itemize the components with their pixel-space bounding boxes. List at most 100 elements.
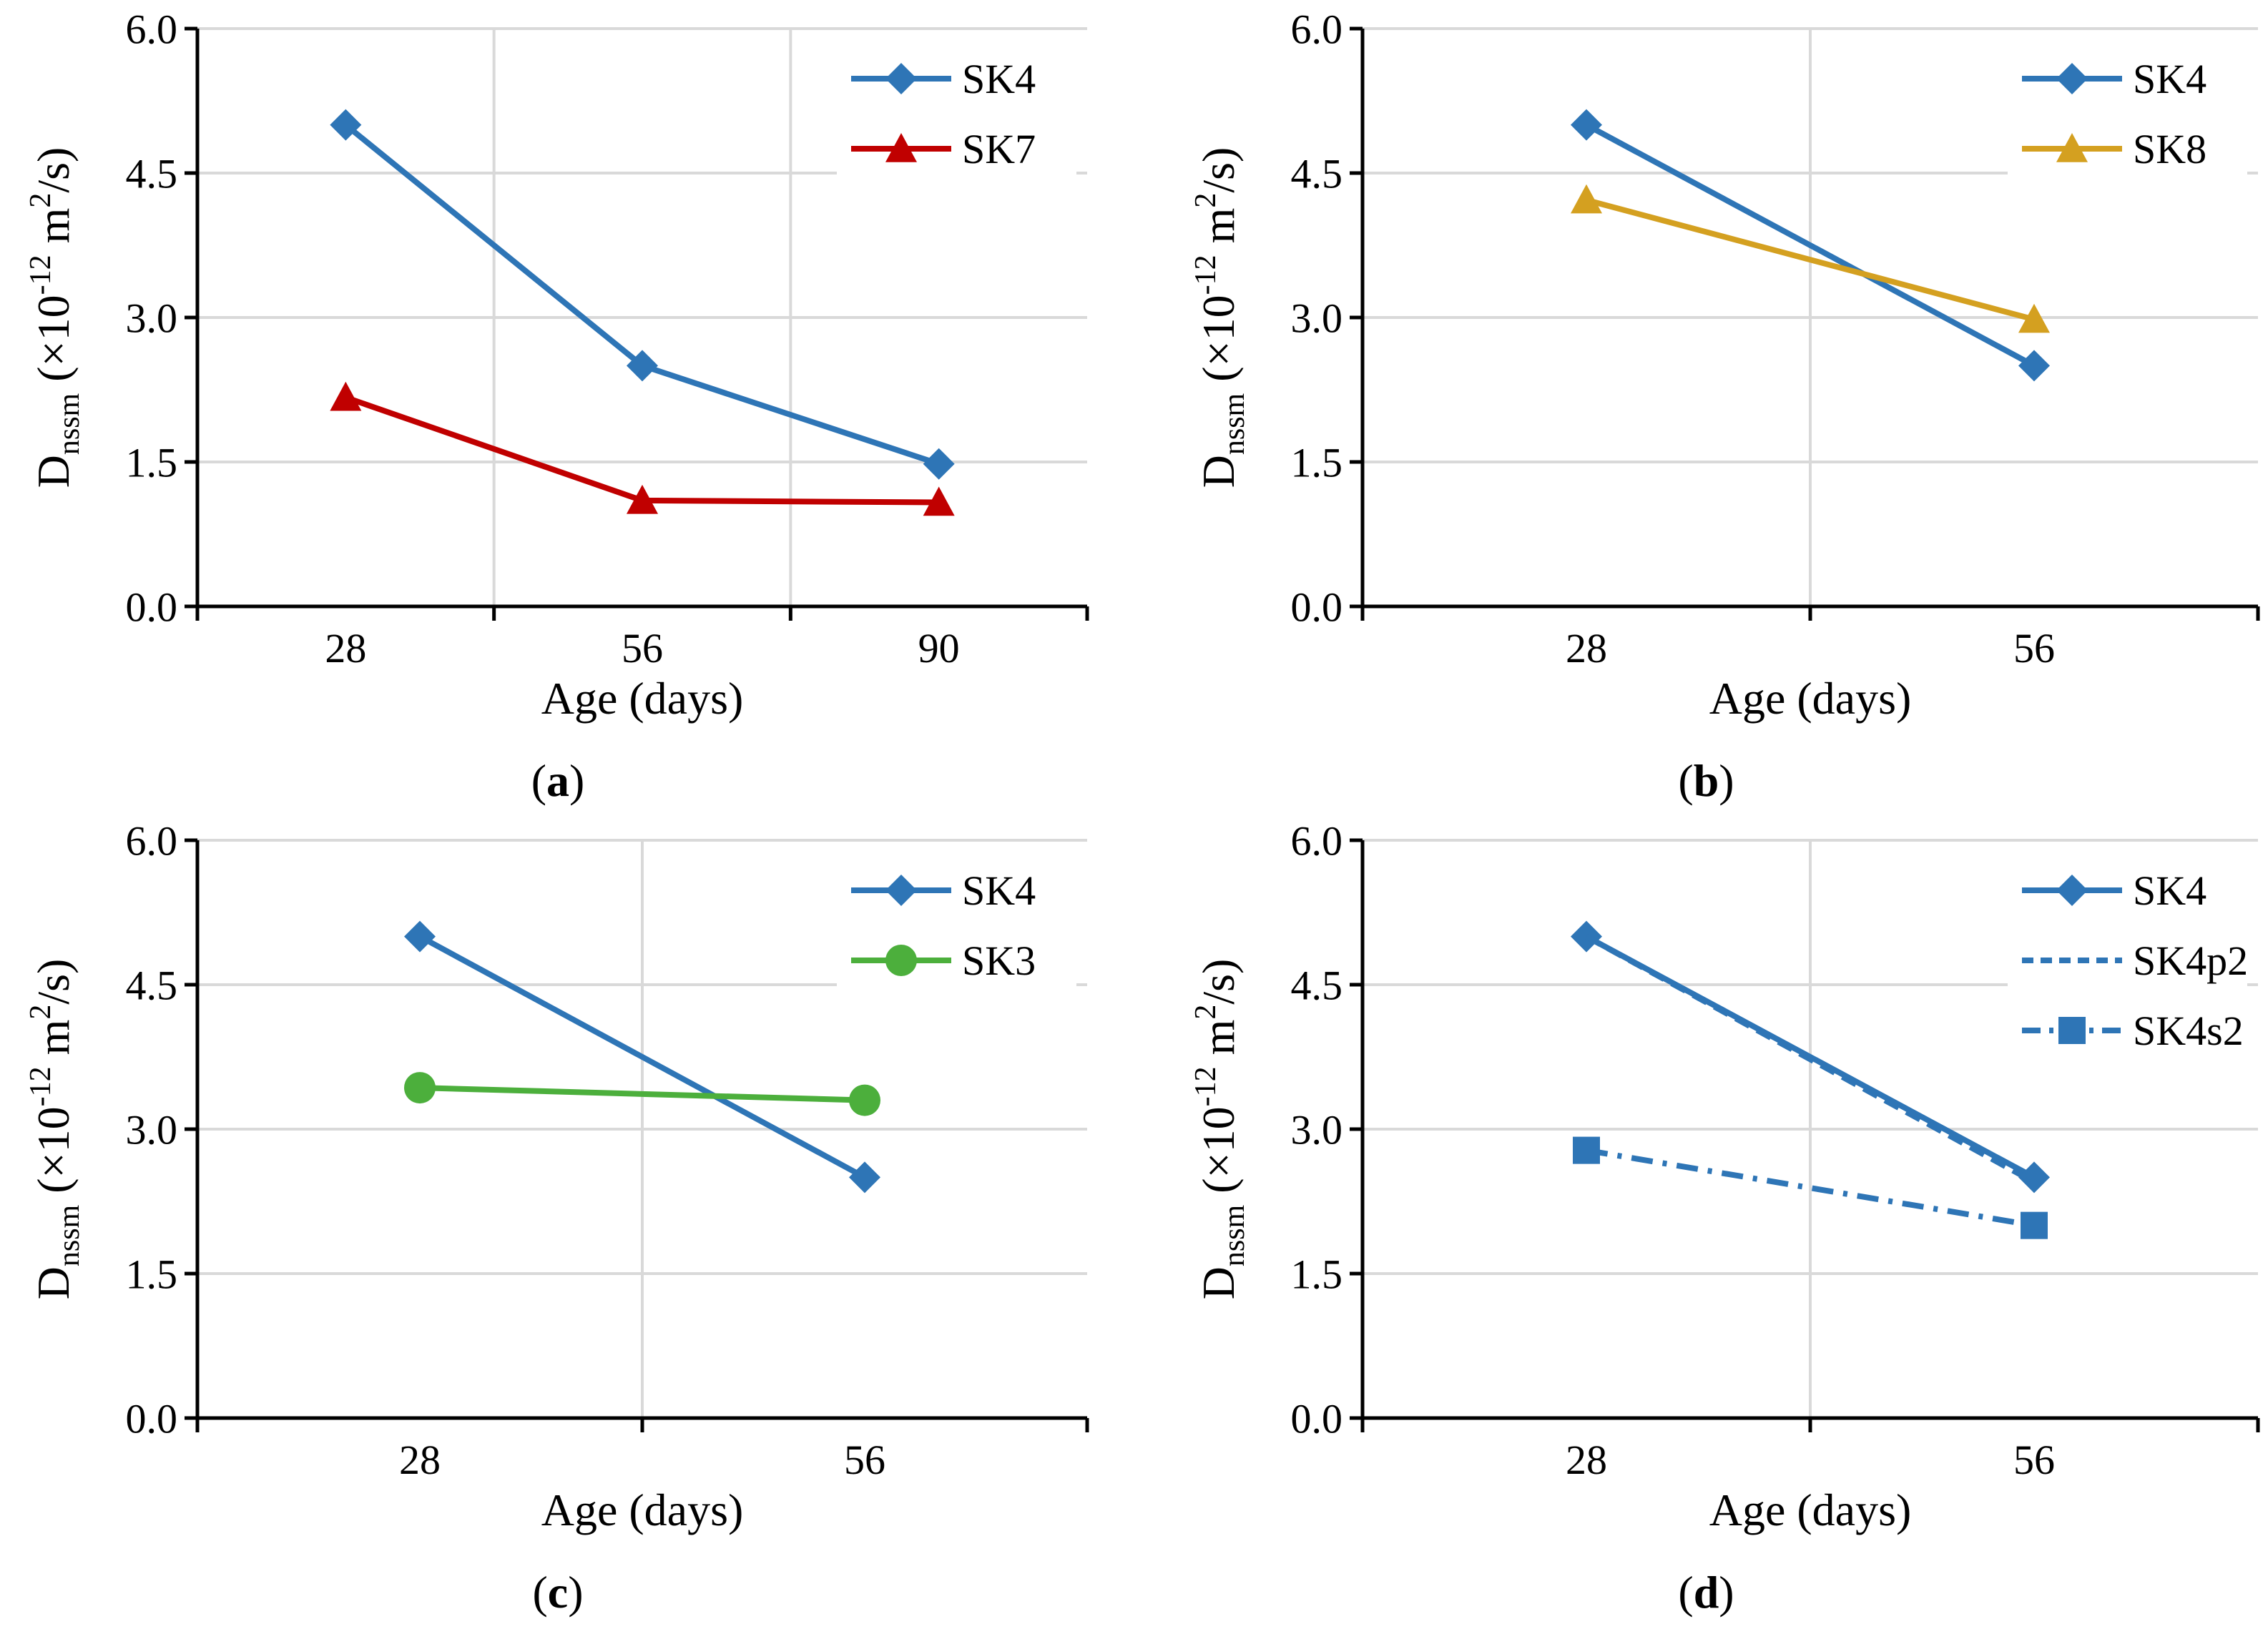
panel-caption: (c): [532, 1567, 583, 1618]
y-tick-label: 1.5: [1291, 439, 1343, 486]
y-axis-title: Dnssm (×10-12 m2/s): [24, 147, 86, 488]
data-point-SK4s2-56: [2021, 1211, 2048, 1239]
data-point-SK4-90: [923, 448, 955, 480]
series-line-SK4: [1585, 122, 2036, 368]
data-point-SK4-28: [404, 920, 436, 953]
x-tick-label: 56: [2013, 1437, 2055, 1483]
series-line-SK4s2: [1586, 1147, 2035, 1229]
data-point-SK7-90: [923, 486, 955, 516]
data-point-SK8-28: [1571, 184, 1602, 214]
legend-swatch-marker: [2056, 63, 2088, 94]
series-SK4: [1571, 109, 2050, 382]
legend: SK4 SK7: [837, 39, 1076, 194]
data-point-SK4-56: [627, 350, 658, 382]
y-tick-label: 4.5: [126, 962, 178, 1008]
series-line-SK3: [419, 1085, 865, 1103]
data-point-SK8-56: [2018, 303, 2050, 333]
data-point-SK4-56: [849, 1161, 880, 1194]
legend-swatch-marker: [2056, 133, 2088, 162]
x-axis-title: Age (days): [541, 1485, 744, 1535]
data-point-SK7-56: [627, 484, 658, 514]
y-tick-label: 0.0: [126, 584, 178, 630]
y-tick-label: 4.5: [1291, 962, 1343, 1008]
x-tick-label: 90: [918, 625, 960, 671]
y-axis-title: Dnssm (×10-12 m2/s): [1189, 147, 1251, 488]
y-axis-title: Dnssm (×10-12 m2/s): [1189, 959, 1251, 1300]
legend-swatch-marker: [2056, 875, 2088, 906]
y-tick-label: 6.0: [126, 6, 178, 52]
y-tick-label: 3.0: [126, 1106, 178, 1153]
legend-label: SK7: [962, 126, 1036, 172]
y-tick-label: 3.0: [126, 295, 178, 341]
panel-caption: (d): [1678, 1567, 1734, 1618]
y-tick-label: 4.5: [1291, 150, 1343, 197]
legend-swatch-marker: [885, 63, 917, 94]
legend-label: SK3: [962, 937, 1036, 984]
chart-panel-a: 0.0 1.5 3.0 4.5 6.0 28 56 90 Age (days) Dnssm (×1…: [24, 6, 1089, 806]
legend: SK4 SK4p2 SK4s2: [2008, 851, 2248, 1076]
y-tick-label: 1.5: [126, 1251, 178, 1297]
x-tick-label: 56: [2013, 625, 2055, 671]
series-SK4: [330, 109, 955, 480]
data-point-SK4-56: [2018, 1161, 2050, 1194]
data-point-SK4-56: [2018, 350, 2050, 382]
data-point-SK3-56: [849, 1084, 880, 1116]
x-tick-label: 28: [1566, 625, 1607, 671]
y-tick-label: 3.0: [1291, 1106, 1343, 1153]
y-tick-label: 0.0: [126, 1395, 178, 1442]
x-tick-label: 28: [1566, 1437, 1607, 1483]
x-axis-title: Age (days): [1709, 1485, 1912, 1535]
panel-caption: (b): [1678, 755, 1734, 806]
x-tick-label: 28: [399, 1437, 441, 1483]
y-tick-label: 1.5: [126, 439, 178, 486]
legend-label: SK4p2: [2133, 937, 2248, 984]
y-tick-label: 0.0: [1291, 584, 1343, 630]
legend-label: SK4: [962, 867, 1036, 914]
series-line-SK4p2: [1585, 934, 2036, 1185]
series-SK8: [1571, 184, 2050, 333]
x-tick-label: 56: [844, 1437, 885, 1483]
y-tick-label: 1.5: [1291, 1251, 1343, 1297]
series-SK7: [330, 381, 955, 516]
legend-swatch-marker: [885, 133, 917, 162]
chart-panel-b: 0.0 1.5 3.0 4.5 6.0 28 56 Age (days) Dnssm (×10-…: [1189, 6, 2260, 806]
legend-background: [837, 851, 1076, 1005]
series-SK3: [404, 1072, 880, 1116]
x-tick-label: 28: [325, 625, 366, 671]
series-SK4: [404, 920, 880, 1194]
y-axis-title: Dnssm (×10-12 m2/s): [24, 959, 86, 1300]
series-SK4s2: [1573, 1136, 2048, 1239]
legend-label: SK4: [2133, 56, 2206, 102]
y-tick-label: 4.5: [126, 150, 178, 197]
y-tick-label: 0.0: [1291, 1395, 1343, 1442]
data-point-SK4-28: [330, 109, 362, 141]
legend-swatch-marker: [885, 875, 917, 906]
y-tick-label: 6.0: [1291, 817, 1343, 864]
data-point-SK4-28: [1571, 109, 1602, 141]
legend-background: [2008, 39, 2247, 194]
y-tick-label: 6.0: [1291, 6, 1343, 52]
legend-label: SK4: [962, 56, 1036, 102]
data-point-SK3-28: [404, 1072, 436, 1104]
x-axis-title: Age (days): [1709, 673, 1912, 724]
legend-swatch-marker: [885, 945, 917, 976]
legend-label: SK8: [2133, 126, 2206, 172]
x-tick-label: 56: [622, 625, 663, 671]
data-point-SK7-28: [330, 381, 362, 411]
y-tick-label: 3.0: [1291, 295, 1343, 341]
series-SK4p2: [1585, 934, 2036, 1185]
chart-panel-d: 0.0 1.5 3.0 4.5 6.0 28 56 Age (days) Dnssm (×10-…: [1189, 817, 2260, 1618]
legend: SK4 SK8: [2008, 39, 2247, 194]
y-tick-label: 6.0: [126, 817, 178, 864]
legend-background: [837, 39, 1076, 194]
x-axis-title: Age (days): [541, 673, 744, 724]
series-line-SK4: [418, 934, 866, 1180]
legend-label: SK4s2: [2133, 1008, 2244, 1054]
panel-caption: (a): [531, 755, 585, 806]
legend-swatch-marker: [2058, 1017, 2086, 1044]
legend-label: SK4: [2133, 867, 2206, 914]
data-point-SK4s2-28: [1573, 1136, 1600, 1164]
series-line-SK8: [1585, 197, 2036, 323]
